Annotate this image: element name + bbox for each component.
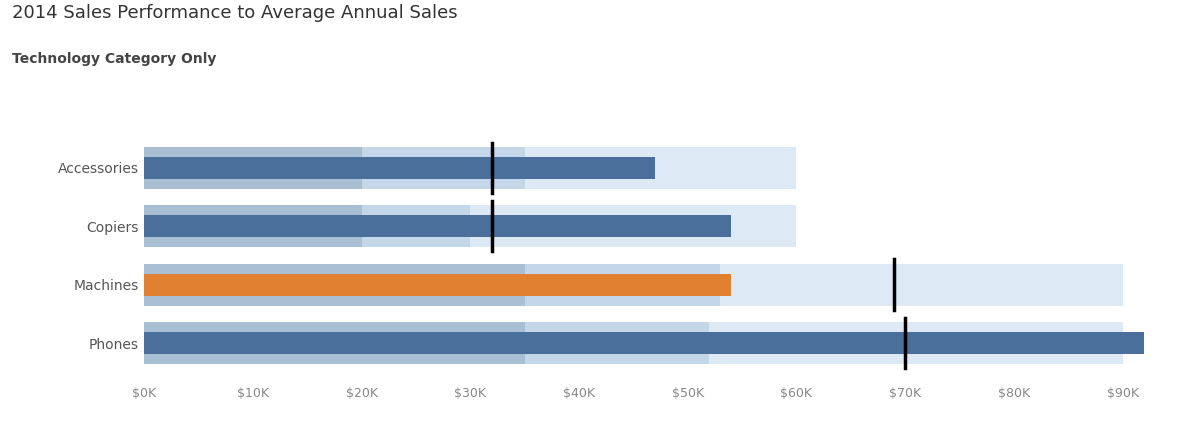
Bar: [144, 322, 525, 364]
Text: Technology Category Only: Technology Category Only: [12, 52, 216, 66]
Bar: [144, 157, 655, 179]
Bar: [144, 264, 525, 306]
Bar: [144, 147, 362, 189]
Bar: [144, 205, 471, 247]
Text: 2014 Sales Performance to Average Annual Sales: 2014 Sales Performance to Average Annual…: [12, 4, 458, 23]
Bar: [144, 205, 796, 247]
Bar: [144, 332, 1145, 354]
Bar: [144, 264, 721, 306]
Bar: [144, 322, 710, 364]
Bar: [144, 147, 525, 189]
Bar: [144, 264, 1123, 306]
Bar: [144, 274, 731, 296]
Bar: [144, 215, 731, 237]
Bar: [144, 147, 796, 189]
Bar: [144, 205, 362, 247]
Bar: [144, 322, 1123, 364]
